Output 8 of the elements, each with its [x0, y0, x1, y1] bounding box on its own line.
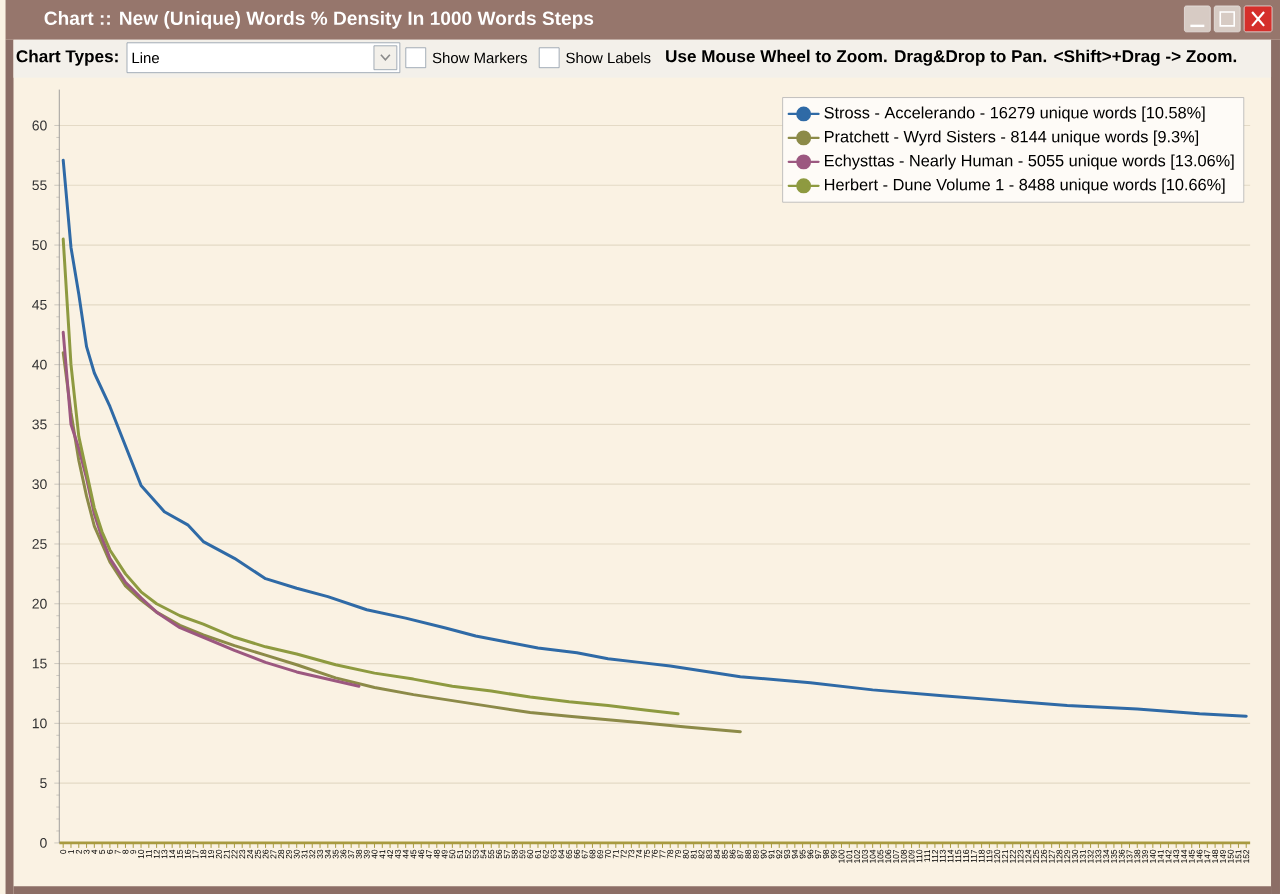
legend-label: Stross - Accelerando - 16279 unique words [10.58%] — [824, 106, 1205, 122]
legend-label: Herbert - Dune Volume 1 - 8488 unique words [10.66%] — [825, 178, 1225, 194]
text: Chart Types: — [16, 49, 118, 66]
line-series — [61, 351, 742, 734]
legend-label: Pratchett - Wyrd Sisters - 8144 unique words [9.3%] — [825, 130, 1199, 146]
chart-title: Chart :: New (Unique) Words % Density In 1000 Words Steps — [44, 10, 594, 29]
legend-label: Echysttas - Nearly Human - 5055 unique words [13.06%] — [825, 154, 1234, 170]
text: Use Mouse Wheel to Zoom. Drag&Drop to Pan. <Shift>+Drag -> Zoom. — [666, 49, 1237, 66]
